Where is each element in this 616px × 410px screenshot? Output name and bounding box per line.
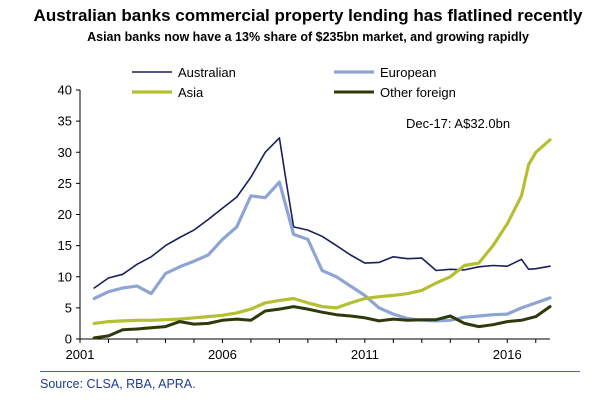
series-line-1: [92, 180, 552, 323]
x-tick-label: 2006: [208, 347, 237, 362]
y-tick-label: 10: [58, 269, 72, 284]
y-tick-label: 15: [58, 238, 72, 253]
legend-label: Other foreign: [380, 85, 456, 100]
chart-subtitle: Asian banks now have a 13% share of $235…: [87, 30, 529, 44]
chart-ticks: 0 5 10 15 20 25 30 35 40 2001 2006 2011 2016: [58, 83, 537, 362]
y-tick-label: 25: [58, 176, 72, 191]
y-tick-label: 5: [65, 300, 72, 315]
chart-series: [92, 137, 552, 340]
legend-label: European: [380, 65, 436, 80]
source-note: Source: CLSA, RBA, APRA.: [40, 377, 196, 391]
legend-label: Asia: [178, 85, 204, 100]
y-tick-label: 40: [58, 83, 72, 98]
legend-label: Australian: [178, 65, 236, 80]
x-tick-label: 2016: [493, 347, 522, 362]
y-tick-label: 30: [58, 145, 72, 160]
y-tick-label: 35: [58, 114, 72, 129]
chart-annotation: Dec-17: A$32.0bn: [406, 116, 510, 131]
x-tick-label: 2011: [351, 347, 379, 362]
source-divider: [40, 371, 580, 372]
series-line-2: [92, 138, 552, 325]
y-tick-label: 0: [65, 332, 72, 347]
series-line-3: [92, 305, 552, 340]
chart-title: Australian banks commercial property len…: [33, 6, 583, 25]
series-line-0: [93, 137, 551, 289]
y-tick-label: 20: [58, 207, 72, 222]
x-tick-label: 2001: [66, 347, 95, 362]
chart-legend: Australian European Asia Other foreign: [132, 65, 456, 100]
